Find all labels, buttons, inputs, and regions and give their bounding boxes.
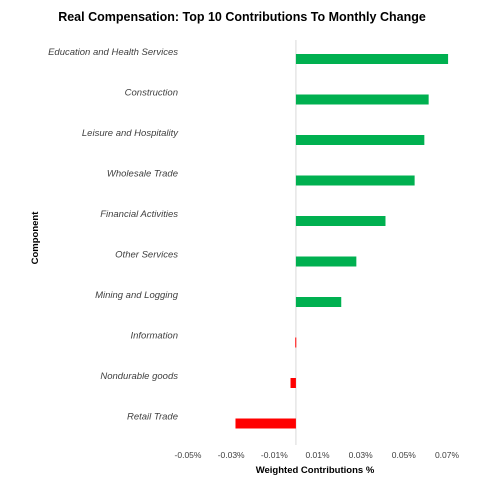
bar-mining-and-logging	[295, 297, 342, 307]
bar-information	[295, 337, 297, 348]
bar-retail-trade	[235, 418, 296, 429]
category-label: Retail Trade	[127, 412, 178, 423]
category-label: Mining and Logging	[95, 290, 179, 301]
x-tick-label: 0.07%	[435, 450, 460, 460]
y-axis-title: Component	[30, 211, 41, 265]
x-tick-label: -0.03%	[218, 450, 245, 460]
x-tick-label: 0.05%	[392, 450, 417, 460]
bar-construction	[295, 94, 429, 105]
bar-leisure-and-hospitality	[295, 135, 425, 145]
x-tick-label: -0.01%	[261, 450, 288, 460]
category-label: Information	[130, 331, 178, 342]
category-label: Education and Health Services	[48, 47, 178, 58]
bar-other-services	[295, 256, 357, 267]
bar-financial-activities	[295, 216, 386, 226]
category-labels: Education and Health Services Constructio…	[48, 47, 179, 423]
bar-nondurable-goods	[290, 378, 296, 388]
category-label: Nondurable goods	[100, 371, 178, 382]
category-label: Construction	[125, 88, 178, 99]
category-label: Wholesale Trade	[107, 169, 178, 180]
category-label: Other Services	[115, 250, 178, 261]
x-axis-title: Weighted Contributions %	[256, 465, 375, 476]
x-tick-label: 0.01%	[305, 450, 330, 460]
category-label: Leisure and Hospitality	[82, 128, 179, 139]
x-tick-label: 0.03%	[349, 450, 374, 460]
x-tick-label: -0.05%	[175, 450, 202, 460]
bars-layer	[235, 40, 449, 445]
category-label: Financial Activities	[100, 209, 178, 220]
chart-title: Real Compensation: Top 10 Contributions …	[58, 10, 426, 24]
x-tick-labels: -0.05% -0.03% -0.01% 0.01% 0.03% 0.05% 0.07%	[175, 450, 460, 460]
bar-wholesale-trade	[295, 175, 415, 186]
bar-education-and-health-services	[295, 54, 449, 64]
